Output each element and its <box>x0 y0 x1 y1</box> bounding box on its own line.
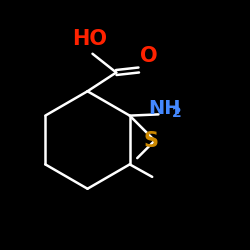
Text: HO: HO <box>72 29 108 49</box>
Text: S: S <box>143 131 158 151</box>
Text: NH: NH <box>149 99 181 118</box>
Text: O: O <box>140 46 158 66</box>
Text: 2: 2 <box>172 106 182 120</box>
